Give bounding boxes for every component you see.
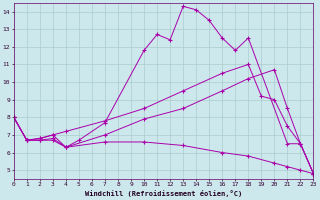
- X-axis label: Windchill (Refroidissement éolien,°C): Windchill (Refroidissement éolien,°C): [85, 190, 242, 197]
